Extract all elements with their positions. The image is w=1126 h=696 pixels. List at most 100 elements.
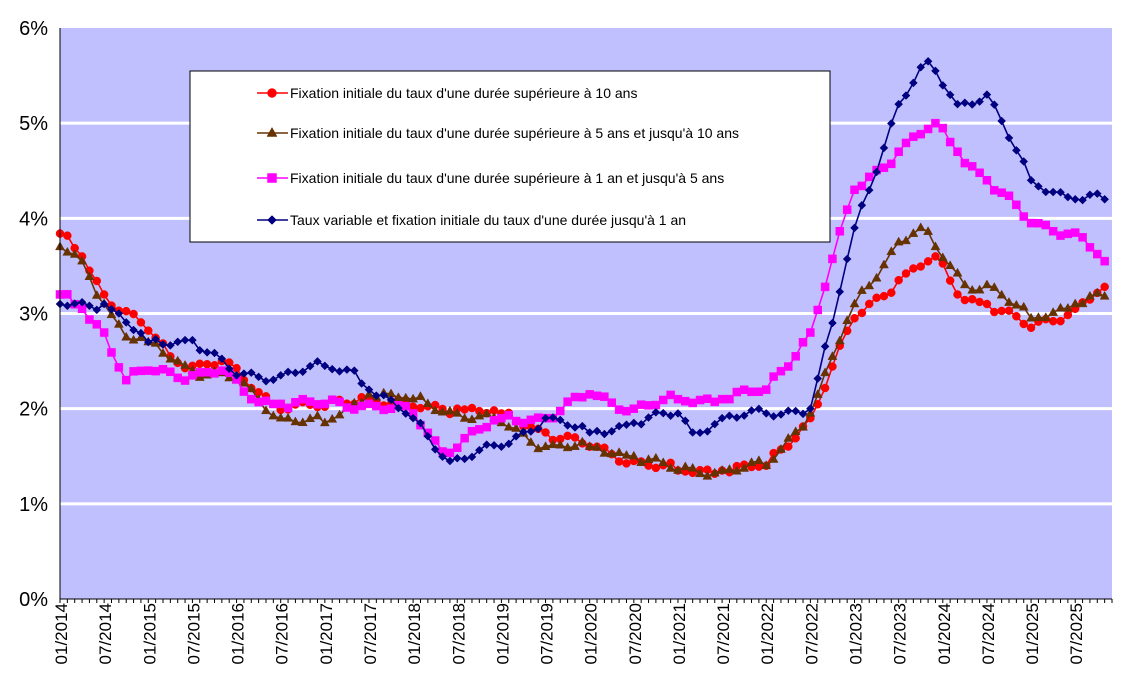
data-point [813,305,822,315]
data-point [151,334,160,344]
data-point [798,409,808,419]
data-point [952,267,963,277]
data-point [334,409,345,419]
data-point [894,147,903,156]
data-point [408,393,419,403]
data-point [519,427,528,437]
data-point [129,325,138,335]
data-point [121,331,132,341]
data-point [923,56,933,66]
data-point [879,259,889,269]
data-point [622,459,631,468]
data-point [577,421,587,431]
data-point [724,464,735,473]
data-point [540,441,551,450]
data-point [144,326,153,335]
data-point [511,423,522,432]
data-point [1019,212,1028,221]
data-point [658,457,669,467]
data-point [136,366,146,376]
data-point [945,137,955,147]
data-point [1056,316,1065,326]
data-point [92,320,102,329]
data-point [533,443,544,453]
data-point [687,462,698,472]
data-point [1100,194,1109,204]
data-point [989,282,1000,291]
data-point [497,413,506,423]
data-point [268,375,278,385]
data-point [644,413,653,422]
data-point [408,413,418,423]
data-point [850,185,859,195]
data-point [202,368,212,377]
data-point [754,404,764,414]
data-point [519,418,528,428]
data-point [1034,181,1043,191]
data-point [585,428,595,437]
data-point [1018,301,1029,311]
data-point [92,276,102,286]
x-tick-label: 07/2017 [361,603,380,664]
data-point [1041,187,1051,197]
data-point [267,215,277,225]
data-point [813,374,823,383]
data-point [732,413,742,422]
data-point [886,246,897,256]
data-point [437,406,448,416]
data-point [113,318,124,328]
data-point [820,342,830,351]
data-point [864,172,874,182]
data-point [820,367,831,377]
data-point [570,392,580,402]
data-point [350,405,359,414]
data-point [106,309,117,319]
data-point [1048,307,1059,316]
data-point [975,297,984,307]
series-4 [55,56,1109,466]
data-point [989,100,999,110]
data-point [960,98,970,108]
data-point [923,257,933,266]
data-point [650,452,661,462]
data-point [798,421,808,431]
data-point [1070,228,1080,237]
data-point [91,289,102,299]
data-point [445,456,455,466]
y-tick-label: 2% [19,399,48,421]
x-tick-label: 07/2022 [802,603,821,664]
data-point [975,97,984,106]
data-point [842,254,852,264]
data-point [997,116,1007,126]
data-point [753,455,764,464]
data-point [180,376,190,385]
data-point [960,295,970,305]
data-point [850,223,859,233]
data-point [1033,312,1044,321]
data-point [666,411,675,421]
data-point [114,363,124,372]
data-point [600,429,609,439]
data-point [254,372,263,382]
data-point [313,400,322,409]
x-tick-label: 01/2023 [847,603,866,664]
data-point [305,413,316,423]
legend-entry: Taux variable et fixation initiale du ta… [257,212,686,228]
data-point [1100,256,1109,266]
data-point [703,394,712,403]
data-point [1012,200,1021,210]
data-point [188,335,197,345]
data-point [394,403,403,413]
x-tick-label: 01/2020 [582,603,601,664]
data-point [887,159,896,169]
data-point [202,359,212,369]
data-point [143,337,153,347]
data-point [953,99,962,109]
data-point [503,421,514,431]
data-point [291,398,300,407]
data-point [1092,287,1103,297]
data-point [555,439,566,449]
data-point [158,347,168,357]
data-point [938,81,948,90]
data-point [835,287,845,297]
